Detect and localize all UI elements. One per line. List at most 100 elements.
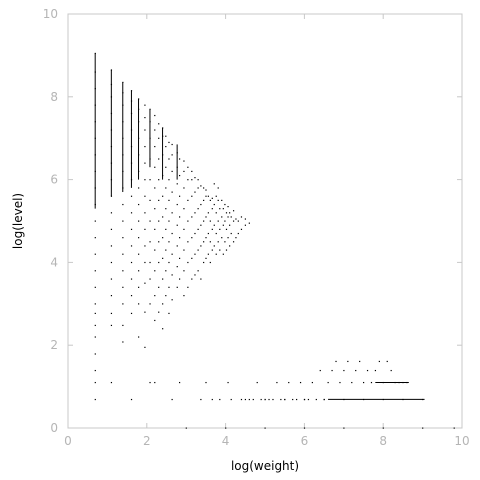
data-point bbox=[110, 324, 113, 327]
data-point bbox=[347, 360, 349, 363]
data-point bbox=[207, 212, 209, 214]
data-point bbox=[122, 237, 124, 239]
data-point bbox=[240, 216, 243, 218]
data-point bbox=[252, 398, 254, 401]
data-point bbox=[268, 398, 270, 401]
data-point bbox=[237, 220, 239, 222]
x-axis-label: log(weight) bbox=[231, 459, 299, 473]
data-point bbox=[232, 241, 235, 243]
data-point bbox=[207, 232, 209, 235]
data-point bbox=[331, 369, 333, 372]
data-point bbox=[200, 224, 202, 226]
data-point bbox=[138, 237, 140, 239]
axis-ticks: 0 2 4 6 8 10 0 2 4 6 8 10 bbox=[43, 7, 470, 448]
data-point bbox=[110, 278, 113, 280]
data-point bbox=[224, 241, 226, 243]
data-point bbox=[203, 220, 205, 222]
data-point bbox=[110, 295, 113, 297]
data-point bbox=[227, 216, 229, 218]
data-point bbox=[276, 381, 278, 384]
data-point bbox=[187, 166, 189, 168]
data-point bbox=[359, 360, 361, 363]
data-point bbox=[213, 203, 215, 206]
data-point bbox=[217, 220, 219, 222]
data-point bbox=[149, 381, 151, 384]
data-point bbox=[205, 381, 207, 384]
data-point bbox=[144, 162, 146, 164]
data-point bbox=[122, 324, 124, 327]
data-point bbox=[154, 187, 156, 189]
data-point bbox=[165, 166, 167, 168]
data-point bbox=[168, 261, 170, 264]
data-point bbox=[179, 216, 181, 218]
data-point bbox=[162, 303, 164, 305]
data-point bbox=[200, 398, 202, 401]
data-point bbox=[219, 208, 221, 210]
data-point bbox=[237, 232, 239, 235]
data-point bbox=[343, 427, 345, 429]
data-point bbox=[187, 220, 189, 222]
data-point bbox=[211, 208, 213, 210]
data-point bbox=[292, 398, 294, 401]
data-point bbox=[197, 228, 199, 230]
data-point bbox=[229, 212, 231, 214]
data-point bbox=[191, 179, 193, 181]
data-point bbox=[144, 179, 146, 181]
data-point bbox=[154, 114, 156, 117]
y-tick-label: 10 bbox=[43, 7, 58, 21]
x-tick-label: 10 bbox=[454, 434, 469, 448]
y-tick-label: 0 bbox=[50, 421, 58, 435]
data-point bbox=[378, 360, 380, 363]
data-point bbox=[366, 369, 369, 372]
data-point bbox=[217, 187, 219, 189]
data-point bbox=[171, 191, 173, 193]
data-point bbox=[183, 208, 185, 210]
data-point bbox=[168, 179, 170, 181]
data-point bbox=[171, 154, 173, 156]
data-point bbox=[240, 228, 243, 230]
data-point bbox=[158, 199, 160, 201]
data-point bbox=[144, 245, 146, 247]
x-tick-label: 2 bbox=[143, 434, 151, 448]
data-point bbox=[138, 220, 140, 222]
data-point bbox=[171, 232, 173, 235]
data-point bbox=[138, 203, 140, 206]
data-point bbox=[256, 381, 258, 384]
data-point bbox=[191, 257, 193, 259]
data-point bbox=[179, 237, 181, 239]
data-point bbox=[213, 224, 215, 226]
data-point bbox=[205, 216, 207, 218]
data-point bbox=[162, 257, 164, 259]
data-point bbox=[225, 427, 227, 429]
data-point bbox=[149, 278, 151, 280]
y-axis-label: log(level) bbox=[11, 193, 25, 249]
data-point bbox=[165, 228, 167, 230]
data-point bbox=[122, 341, 124, 343]
data-point bbox=[272, 398, 274, 401]
data-point bbox=[205, 237, 207, 239]
data-point bbox=[165, 145, 167, 148]
data-point bbox=[230, 232, 232, 235]
data-point bbox=[390, 369, 392, 372]
data-point bbox=[168, 158, 170, 160]
data-point bbox=[213, 245, 215, 247]
data-point bbox=[176, 183, 178, 185]
data-point bbox=[235, 218, 237, 220]
data-point bbox=[176, 224, 178, 226]
data-point bbox=[158, 220, 160, 222]
data-point bbox=[222, 224, 224, 226]
data-point bbox=[323, 398, 325, 401]
data-point bbox=[122, 286, 124, 288]
data-point bbox=[351, 381, 353, 384]
data-point bbox=[225, 212, 228, 214]
data-point bbox=[240, 398, 243, 401]
data-point bbox=[94, 312, 96, 315]
data-point bbox=[94, 270, 96, 272]
data-point bbox=[154, 295, 156, 297]
data-point bbox=[200, 278, 202, 280]
data-point bbox=[179, 381, 181, 384]
data-point bbox=[183, 187, 185, 189]
data-point bbox=[168, 220, 170, 222]
data-point bbox=[227, 237, 229, 239]
data-point bbox=[158, 261, 160, 264]
